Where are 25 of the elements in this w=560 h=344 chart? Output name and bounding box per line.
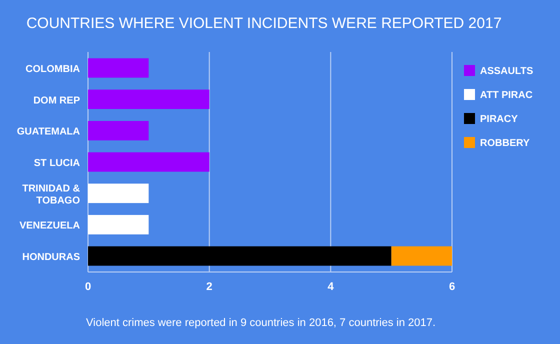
x-tick-label: 4	[328, 280, 335, 293]
bar	[88, 246, 392, 266]
x-tick-label: 2	[206, 280, 212, 293]
y-tick-label: GUATEMALA	[16, 126, 80, 138]
legend-label: ASSAULTS	[480, 66, 534, 77]
bar	[88, 58, 149, 78]
y-tick-label: DOM REP	[33, 95, 80, 106]
x-tick-label: 6	[448, 280, 456, 293]
x-tick-label: 0	[84, 280, 92, 293]
bar	[88, 120, 149, 140]
legend-label: ATT PIRAC	[480, 90, 533, 101]
y-tick-label: TRINIDAD & TOBAGO	[22, 183, 80, 206]
y-tick-label: HONDURAS	[22, 252, 80, 264]
legend-label: PIRACY	[480, 114, 518, 125]
bar	[88, 152, 210, 172]
bar	[391, 246, 452, 266]
legend-label: ROBBERY	[480, 138, 530, 149]
bar	[88, 184, 149, 204]
bar	[88, 214, 149, 234]
text: Violent crimes were reported in 9 countries in 2016, 7 countries in 2017.	[86, 317, 436, 329]
chart-title: COUNTRIES WHERE VIOLENT INCIDENTS WERE REPORTED 2017	[26, 15, 502, 32]
bar	[88, 90, 210, 110]
y-tick-label: COLOMBIA	[26, 64, 80, 75]
y-tick-label: ST LUCIA	[34, 158, 80, 169]
y-tick-label: VENEZUELA	[19, 220, 80, 232]
